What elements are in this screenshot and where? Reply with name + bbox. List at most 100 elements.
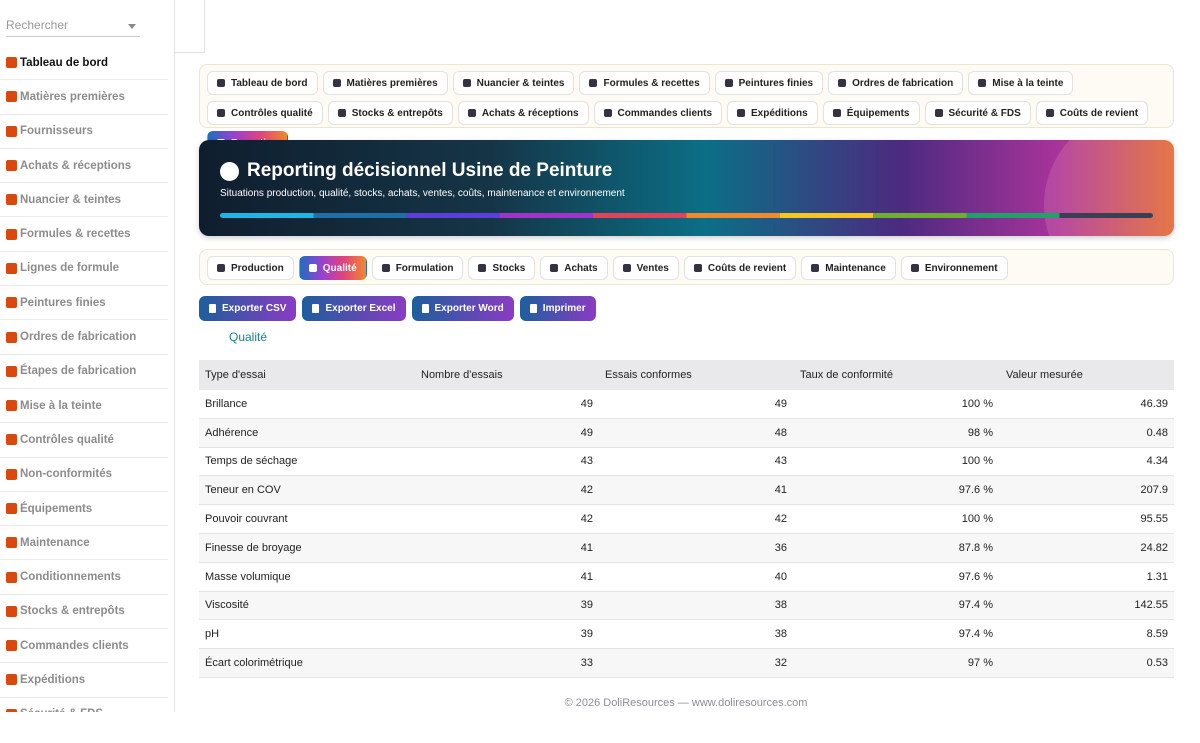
label: Peintures finies [20,296,106,309]
icon [6,331,17,343]
menu-item[interactable]: Matières premières [0,80,168,115]
icon [934,109,943,117]
search-select[interactable]: Rechercher [6,18,140,37]
export-button[interactable]: Exporter CSV [199,296,297,321]
sub-tab[interactable]: Qualité [298,256,367,280]
sub-tab[interactable]: Coûts de revient [683,256,797,280]
label: Coûts de revient [1059,107,1139,119]
nav-tab[interactable]: Formules & recettes [579,71,710,95]
menu-item[interactable]: Formules & recettes [0,217,168,252]
label: Stocks [492,262,526,274]
cell: Temps de séchage [205,455,298,468]
nav-tab[interactable]: Achats & réceptions [457,101,589,125]
icon [6,57,17,69]
cell: 207.9 [1140,484,1168,497]
icon [6,125,17,137]
menu-item[interactable]: Achats & réceptions [0,149,168,184]
export-button[interactable]: Exporter Word [411,296,514,321]
header-cell[interactable]: Valeur mesurée [1006,369,1083,381]
menu-item[interactable]: Expéditions [0,663,168,698]
export-button[interactable]: Imprimer [519,296,596,321]
cell: Brillance [205,397,248,410]
header-cell[interactable]: Taux de conformité [800,369,893,381]
main-tabs: Tableau de bord Matières premières Nuancie… [199,64,1174,155]
cell: 95.55 [1140,513,1168,526]
icon [6,468,17,480]
cell: 49 [774,397,787,410]
header-cell[interactable]: Essais conformes [605,369,692,381]
menu-item[interactable]: Contrôles qualité [0,423,168,458]
menu-item[interactable]: Étapes de fabrication [0,355,168,389]
top-corner [174,0,205,53]
menu-item[interactable]: Conditionnements [0,560,168,595]
icon [6,194,17,206]
menu-item[interactable]: Tableau de bord [0,46,168,81]
label: Lignes de formule [20,262,120,275]
cell: 142.55 [1134,599,1168,612]
sub-tab[interactable]: Stocks [468,256,536,280]
cell: Écart colorimétrique [205,657,303,670]
menu-item[interactable]: Équipements [0,492,168,527]
cell: 40 [774,570,787,583]
label: Sécurité & FDS [20,708,103,712]
nav-tab[interactable]: Sécurité & FDS [924,101,1031,125]
icon [838,79,847,87]
label: Fournisseurs [20,125,93,138]
menu-item[interactable]: Ordres de fabrication [0,320,168,355]
export-button[interactable]: Exporter Excel [302,296,406,321]
label: Nuancier & teintes [20,193,121,206]
header-cell[interactable]: Nombre d'essais [421,369,503,381]
sub-tab[interactable]: Production [207,256,294,280]
cell: pH [205,628,220,641]
nav-tab[interactable]: Tableau de bord [207,71,318,95]
sub-tab[interactable]: Environnement [900,256,1008,280]
icon [978,79,987,87]
cell: 39 [580,628,593,641]
menu-item[interactable]: Stocks & entrepôts [0,595,168,630]
label: Achats [564,262,598,274]
cell: 39 [580,599,593,612]
label: Étapes de fabrication [20,365,137,378]
menu-item[interactable]: Mise à la teinte [0,389,168,424]
sub-tab[interactable]: Ventes [612,256,679,280]
banner: Reporting décisionnel Usine de Peinture … [199,140,1174,236]
cell: 97.6 % [958,484,993,497]
label: Stocks & entrepôts [351,107,443,119]
icon [421,304,429,313]
nav-tab[interactable]: Équipements [822,101,920,125]
menu-item[interactable]: Lignes de formule [0,252,168,287]
sub-tab[interactable]: Maintenance [801,256,896,280]
menu-item[interactable]: Maintenance [0,526,168,561]
nav-tab[interactable]: Expéditions [727,101,818,125]
icon [724,79,733,87]
nav-tab[interactable]: Mise à la teinte [968,71,1074,95]
nav-tab[interactable]: Ordres de fabrication [828,71,964,95]
menu-item[interactable]: Fournisseurs [0,115,168,149]
table-row: Teneur en COV 42 41 97.6 % 207.9 [199,476,1174,506]
nav-tab[interactable]: Commandes clients [593,101,723,125]
menu-item[interactable]: Non-conformités [0,458,168,492]
icon [6,91,17,103]
nav-tab[interactable]: Coûts de revient [1035,101,1149,125]
menu-item[interactable]: Peintures finies [0,286,168,321]
export-buttons: Exporter CSV Exporter Excel Exporter Word I… [199,296,596,321]
icon [6,537,17,549]
icon [811,264,820,272]
menu-item[interactable]: Nuancier & teintes [0,183,168,218]
icon [6,708,17,712]
menu-item[interactable]: Commandes clients [0,629,168,664]
nav-tab[interactable]: Nuancier & teintes [452,71,575,95]
nav-tab[interactable]: Stocks & entrepôts [327,101,453,125]
nav-tab[interactable]: Contrôles qualité [207,101,323,125]
sidebar: Rechercher Tableau de bord Matières premi… [0,0,175,712]
nav-tab[interactable]: Peintures finies [714,71,824,95]
footer: © 2026 DoliResources — www.doliresources… [564,697,808,709]
sub-tab[interactable]: Achats [540,256,608,280]
sub-tab[interactable]: Formulation [371,256,464,280]
cell: Masse volumique [205,570,291,583]
header-cell[interactable]: Type d'essai [205,369,266,381]
cell: 48 [774,426,787,439]
label: Peintures finies [738,77,814,89]
nav-tab[interactable]: Matières premières [322,71,448,95]
menu-item[interactable]: Sécurité & FDS [0,698,168,712]
